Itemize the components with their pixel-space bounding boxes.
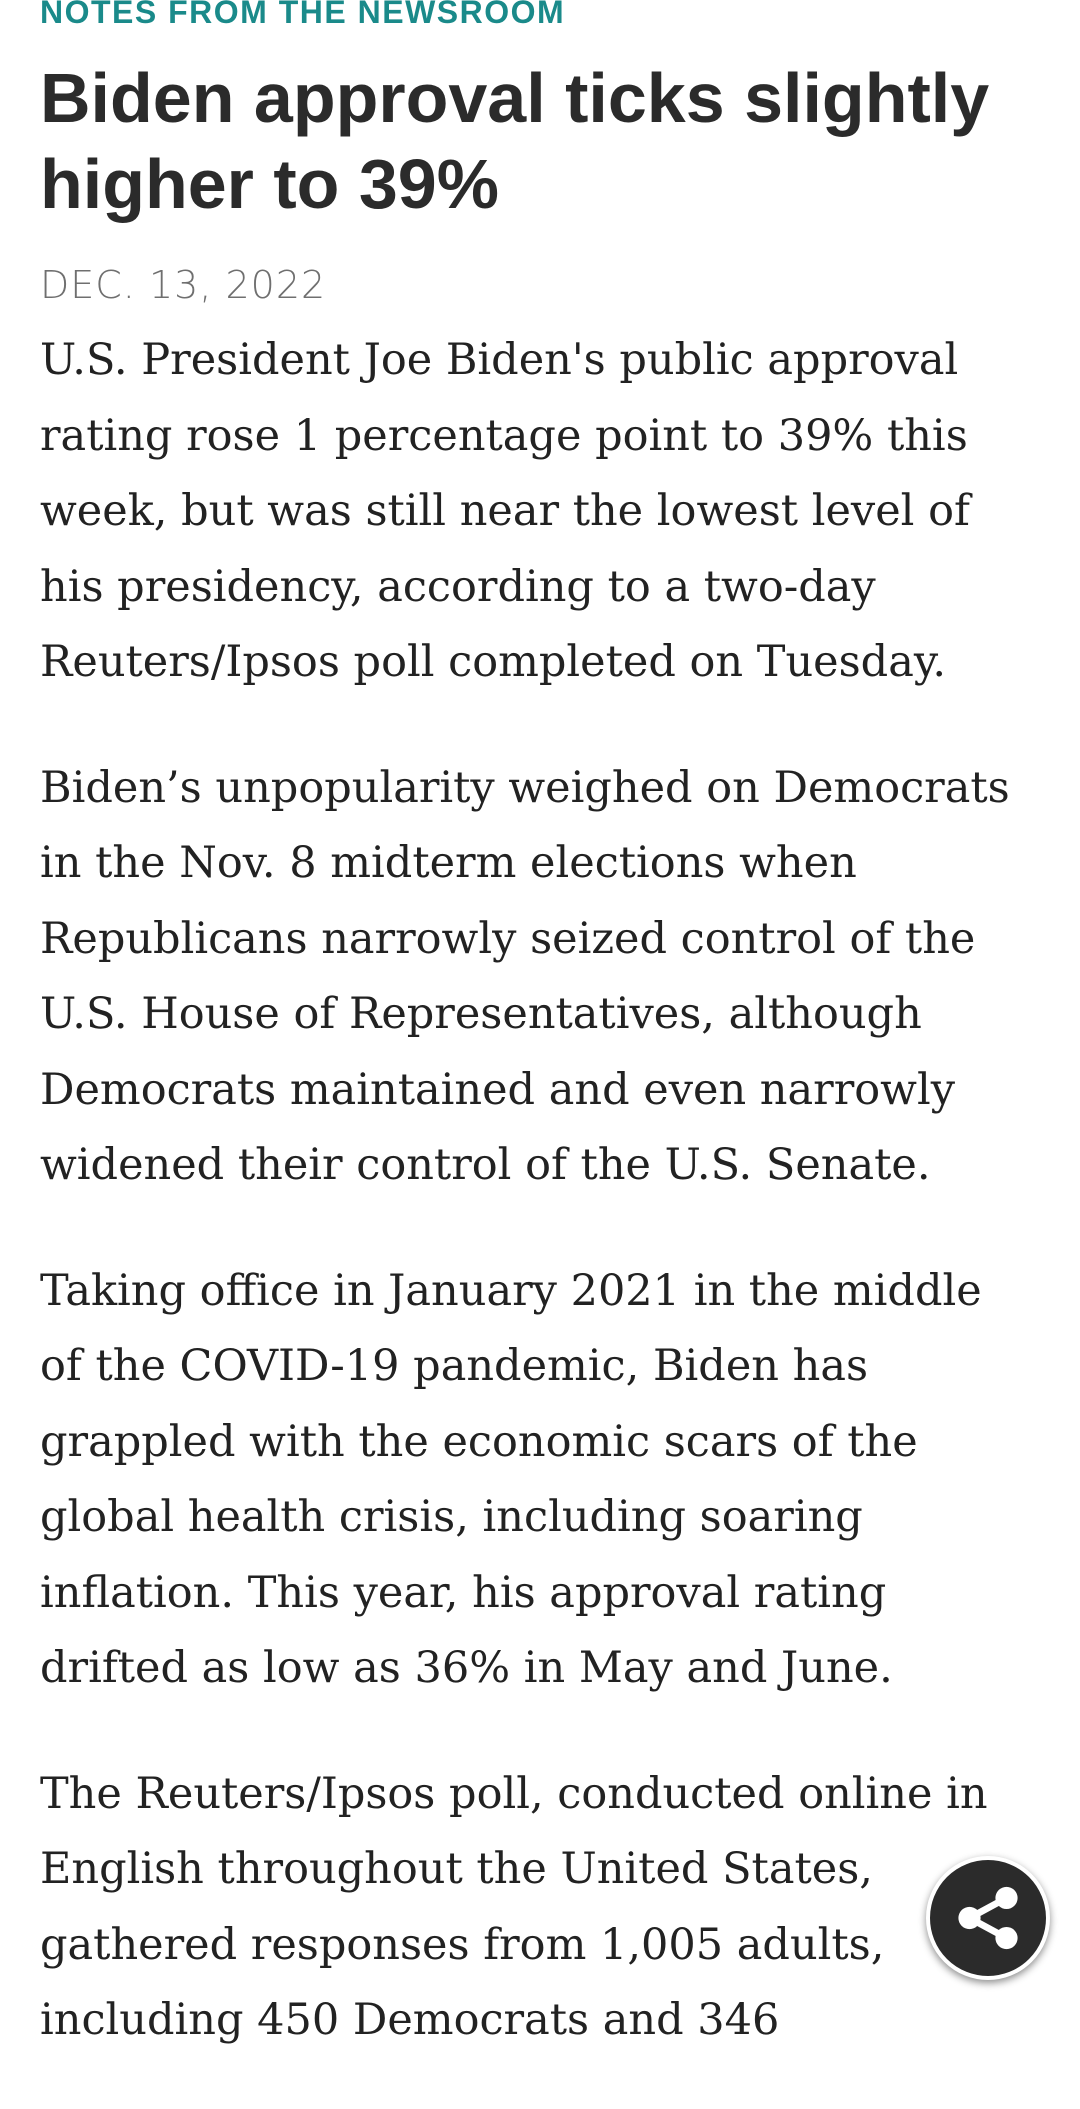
paragraph-line: gathered responses from 1,005 adults, — [40, 1919, 885, 1970]
paragraph-line: widened their control of the U.S. Senate… — [40, 1140, 931, 1190]
paragraph: Taking office in January 2021 in the mid… — [40, 1254, 1055, 1707]
paragraph: U.S. President Joe Biden's public approv… — [40, 323, 1055, 701]
paragraph-line: grappled with the economic scars of the — [40, 1416, 918, 1467]
share-button[interactable] — [926, 1856, 1050, 1980]
paragraph-line: drifted as low as 36% in May and June. — [40, 1643, 893, 1693]
article-body: U.S. President Joe Biden's public approv… — [40, 323, 1055, 2109]
article-date: DEC. 13, 2022 — [40, 263, 327, 307]
headline-line: Biden approval ticks slightly — [40, 59, 990, 137]
paragraph-line: week, but was still near the lowest leve… — [40, 486, 970, 536]
paragraph-line: English throughout the United States, — [40, 1844, 873, 1894]
paragraph-line: rating rose 1 percentage point to 39% th… — [40, 410, 968, 461]
paragraph-line: Reuters/Ipsos poll completed on Tuesday. — [40, 637, 947, 687]
paragraph: The Reuters/Ipsos poll, conducted online… — [40, 1757, 1055, 2059]
paragraph-line: Taking office in January 2021 in the mid… — [40, 1265, 982, 1316]
paragraph-line: including 450 Democrats and 346 — [40, 1995, 780, 2045]
paragraph-line: Republicans narrowly seized control of t… — [40, 913, 976, 964]
share-icon — [958, 1886, 1018, 1950]
paragraph-line: U.S. President Joe Biden's public approv… — [40, 335, 959, 385]
section-kicker[interactable]: NOTES FROM THE NEWSROOM — [40, 0, 566, 30]
paragraph-line: his presidency, according to a two-day — [40, 561, 876, 612]
headline-line: higher to 39% — [40, 145, 499, 223]
paragraph-line: Biden’s unpopularity weighed on Democrat… — [40, 762, 1010, 813]
article-headline: Biden approval ticks slightly higher to … — [40, 55, 1040, 227]
paragraph: Biden’s unpopularity weighed on Democrat… — [40, 751, 1055, 1204]
paragraph-line: in the Nov. 8 midterm elections when — [40, 838, 857, 888]
paragraph-line: of the COVID-19 pandemic, Biden has — [40, 1341, 869, 1391]
paragraph-line: inflation. This year, his approval ratin… — [40, 1567, 887, 1618]
paragraph-line: U.S. House of Representatives, although — [40, 989, 922, 1039]
paragraph-line: global health crisis, including soaring — [40, 1492, 863, 1542]
paragraph-line: The Reuters/Ipsos poll, conducted online… — [40, 1768, 988, 1819]
paragraph-line: Democrats maintained and even narrowly — [40, 1064, 955, 1115]
